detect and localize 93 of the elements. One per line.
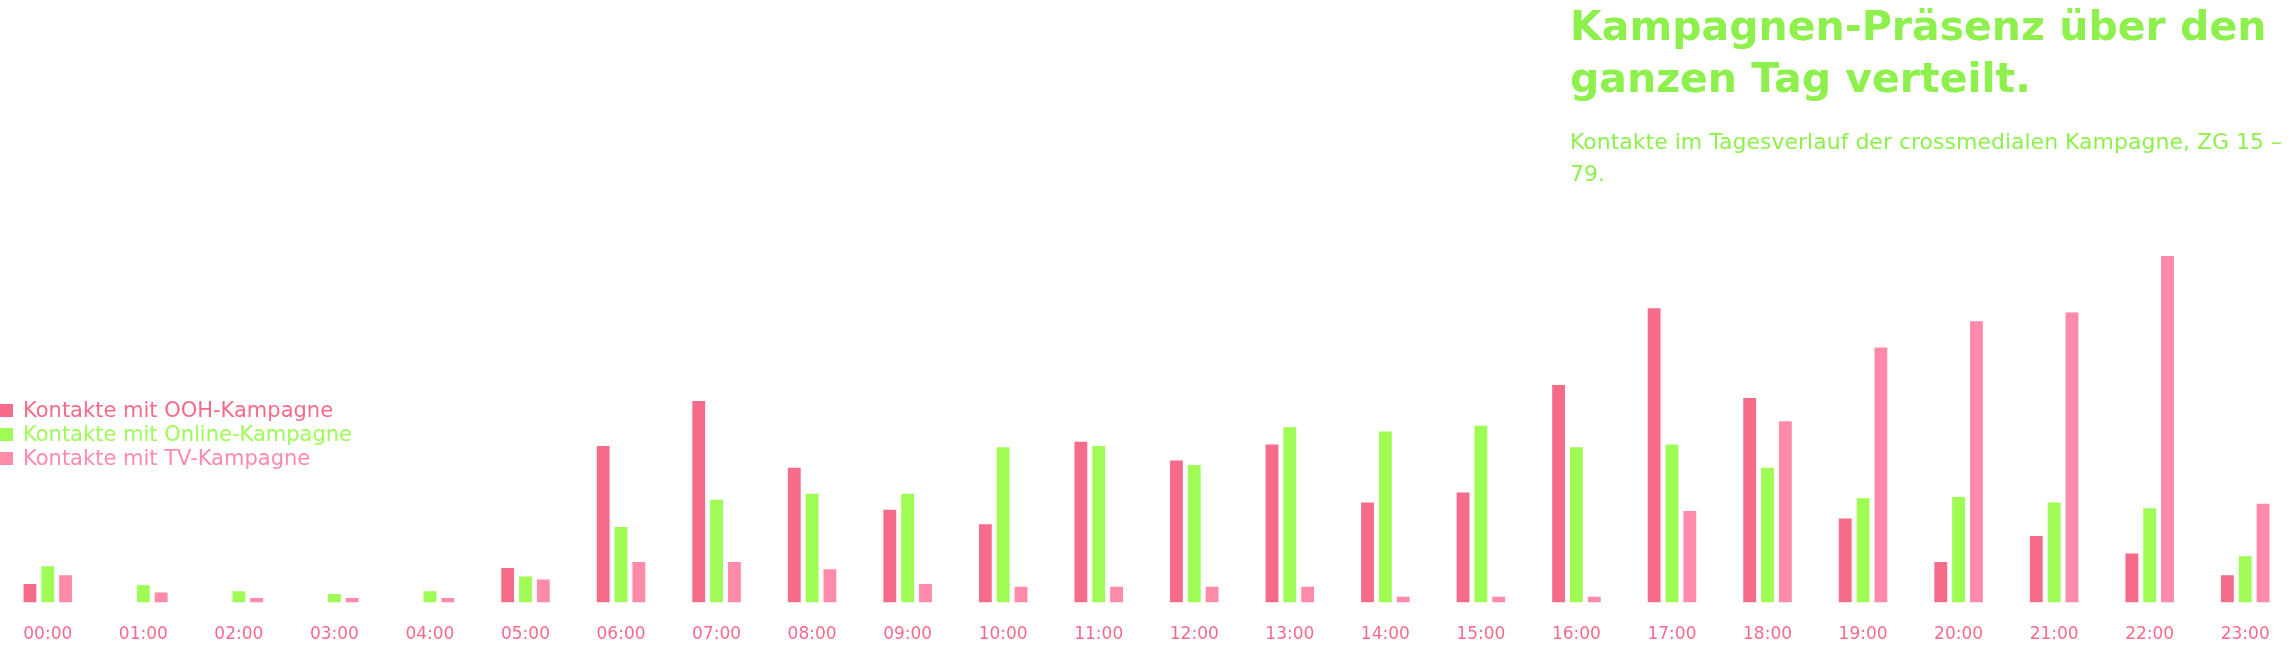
bar [2125, 553, 2139, 603]
bar [2256, 503, 2270, 603]
bar [59, 575, 73, 603]
bar [883, 509, 897, 603]
bar [614, 527, 628, 603]
x-tick-label: 14:00 [1360, 623, 1410, 644]
bar [519, 576, 532, 603]
x-tick-label: 18:00 [1743, 623, 1793, 644]
bar [1665, 444, 1679, 603]
bar [1874, 347, 1888, 603]
legend-label: Kontakte mit OOH-Kampagne [23, 398, 334, 422]
bar [1456, 492, 1470, 603]
bar [23, 583, 37, 603]
x-tick-label: 03:00 [309, 623, 359, 644]
bar [1187, 465, 1201, 603]
x-tick-label: 04:00 [405, 623, 455, 644]
bar [345, 598, 359, 603]
x-tick-label: 16:00 [1551, 623, 1601, 644]
bar [901, 493, 915, 603]
x-tick-label: 21:00 [2029, 623, 2079, 644]
bar [2238, 556, 2252, 603]
bar [2047, 502, 2061, 603]
bar [1683, 511, 1697, 603]
bar [1110, 586, 1123, 603]
legend-label: Kontakte mit TV-Kampagne [23, 446, 311, 470]
bar [136, 585, 150, 603]
bar [501, 567, 515, 603]
bar [423, 591, 437, 603]
bar [1838, 518, 1852, 603]
bar [2161, 256, 2174, 603]
bar [596, 445, 610, 603]
bar [1205, 586, 1219, 603]
x-tick-label: 06:00 [596, 623, 646, 644]
bar [1074, 441, 1088, 603]
bar [978, 524, 992, 603]
x-tick-label: 15:00 [1456, 623, 1506, 644]
bar [2220, 575, 2234, 603]
bar [1856, 498, 1870, 603]
bar [2143, 508, 2157, 603]
chart-subtitle: Kontakte im Tagesverlauf der crossmedialen Kampagne, ZG 15 – 79. [1570, 128, 2283, 188]
bar [805, 493, 819, 603]
x-tick-label: 23:00 [2220, 623, 2270, 644]
chart-title: Kampagnen-Präsenz über den ganzen Tag verteilt. [1570, 1, 2268, 104]
x-tick-label: 19:00 [1838, 623, 1888, 644]
x-tick-label: 22:00 [2125, 623, 2175, 644]
bar [2029, 536, 2043, 603]
bar [1970, 321, 1983, 603]
x-tick-label: 02:00 [214, 623, 264, 644]
bar [232, 591, 246, 603]
bar [1761, 467, 1774, 603]
bar [1474, 425, 1488, 603]
x-tick-label: 00:00 [23, 623, 73, 644]
bar [1378, 431, 1392, 603]
x-tick-label: 07:00 [692, 623, 742, 644]
bar [1952, 496, 1966, 603]
bar [2065, 312, 2079, 603]
bar [1170, 460, 1183, 603]
x-tick-label: 09:00 [883, 623, 933, 644]
x-tick-label: 08:00 [787, 623, 837, 644]
x-tick-label: 05:00 [500, 623, 550, 644]
bar [1934, 562, 1948, 603]
bar [41, 566, 55, 603]
bar [1743, 398, 1757, 603]
bar [250, 598, 264, 603]
x-tick-label: 12:00 [1169, 623, 1219, 644]
bar [1570, 447, 1583, 603]
bar [692, 400, 706, 603]
bar [727, 562, 741, 603]
bar [1301, 586, 1315, 603]
x-tick-label: 11:00 [1074, 623, 1124, 644]
bar [1092, 445, 1106, 603]
bar [441, 598, 455, 603]
bar [710, 499, 723, 603]
bar [1361, 502, 1374, 603]
bar [1283, 427, 1297, 603]
x-tick-label: 01:00 [118, 623, 168, 644]
legend-label: Kontakte mit Online-Kampagne [23, 422, 352, 446]
bar [1778, 421, 1792, 603]
bar [1552, 384, 1566, 603]
bar [327, 593, 341, 603]
x-tick-label: 20:00 [1934, 623, 1984, 644]
bar [823, 569, 837, 603]
bar [536, 579, 550, 603]
bar [919, 583, 932, 603]
x-tick-label: 10:00 [978, 623, 1028, 644]
bar [787, 467, 801, 603]
bar [996, 447, 1010, 603]
bar [154, 592, 168, 603]
x-tick-label: 17:00 [1647, 623, 1697, 644]
x-tick-label: 13:00 [1265, 623, 1315, 644]
bar [632, 562, 646, 603]
bar [1647, 308, 1661, 603]
bar [1265, 444, 1279, 603]
